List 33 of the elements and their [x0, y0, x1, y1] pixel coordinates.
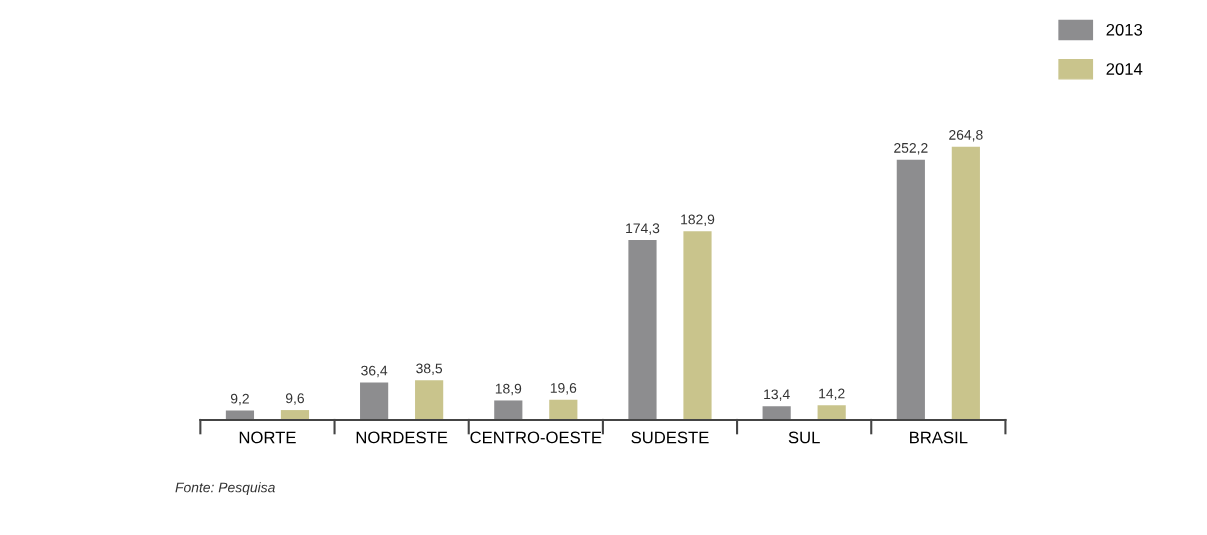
source-note: Fonte: Pesquisa [175, 482, 275, 496]
data-label: 19,6 [550, 383, 577, 395]
x-tick-label: CENTRO-OESTE [470, 431, 602, 444]
legend-label: 2013 [1106, 23, 1143, 36]
data-label: 9,6 [285, 393, 304, 405]
data-label: 18,9 [495, 383, 522, 396]
data-label: 38,5 [416, 363, 443, 375]
legend-label: 2014 [1106, 63, 1143, 75]
data-label: 13,4 [764, 389, 790, 401]
bar [549, 399, 578, 420]
bar [683, 231, 712, 420]
bar [360, 382, 389, 420]
bar [817, 405, 846, 420]
bar [762, 406, 791, 420]
x-tick-label: SUL [788, 431, 820, 444]
bar [494, 400, 523, 420]
data-label: 9,2 [230, 393, 249, 406]
bar [415, 380, 444, 420]
bar [225, 410, 255, 420]
bar [628, 240, 657, 420]
x-tick-label: NORDESTE [356, 431, 448, 444]
x-tick-label: NORTE [239, 431, 296, 444]
bar [280, 410, 310, 420]
bar [951, 146, 980, 420]
x-tick-label: SUDESTE [631, 431, 709, 444]
data-label: 182,9 [681, 214, 715, 226]
data-label: 174,3 [626, 223, 660, 235]
data-label: 14,2 [819, 388, 845, 401]
x-tick-label: BRASIL [910, 431, 968, 444]
bar [896, 159, 925, 420]
data-label: 264,8 [949, 129, 983, 142]
data-label: 252,2 [894, 142, 928, 155]
data-label: 36,4 [361, 365, 388, 378]
